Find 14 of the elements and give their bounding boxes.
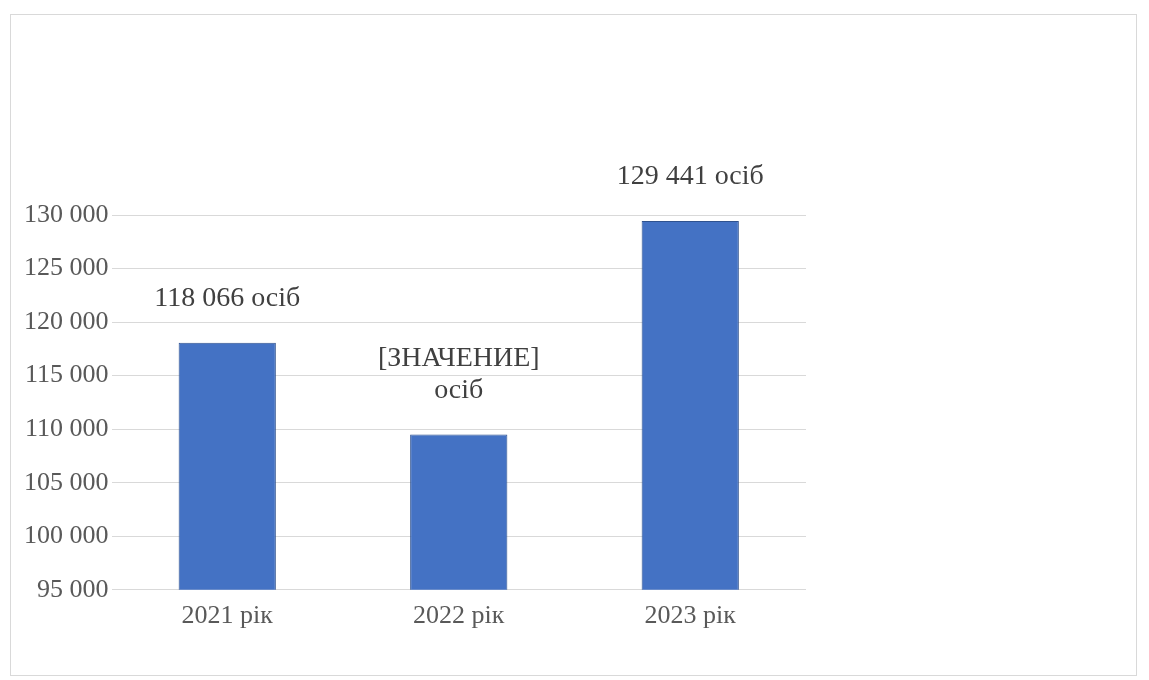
data-label: 118 066 осіб bbox=[154, 281, 301, 313]
x-tick-label: 2021 рік bbox=[181, 600, 274, 630]
y-tick-label: 95 000 bbox=[37, 573, 109, 603]
y-tick-label: 120 000 bbox=[24, 305, 109, 335]
y-tick-label: 110 000 bbox=[24, 413, 109, 442]
x-tick-label: 2022 рік bbox=[413, 600, 505, 630]
data-label: 129 441 осіб bbox=[616, 159, 764, 191]
y-tick-label: 115 000 bbox=[24, 359, 109, 389]
y-tick-label: 125 000 bbox=[24, 252, 109, 282]
y-tick-label: 105 000 bbox=[24, 466, 109, 496]
y-tick-label: 130 000 bbox=[24, 198, 109, 228]
x-tick-label: 2023 рік bbox=[644, 600, 737, 630]
y-tick-label: 100 000 bbox=[24, 520, 109, 550]
data-label: [ЗНАЧЕНИЕ] осіб bbox=[377, 340, 540, 404]
